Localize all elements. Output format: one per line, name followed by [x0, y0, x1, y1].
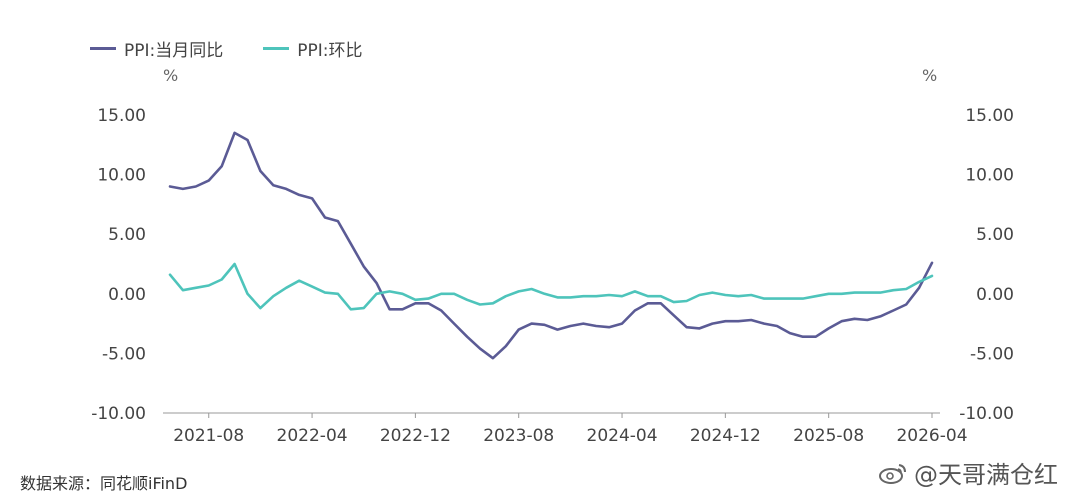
y-right-tick-label: 5.00: [976, 225, 1014, 245]
legend-item-mom: PPI:环比: [263, 36, 363, 61]
y-left-tick-label: 5.00: [108, 225, 146, 245]
y-right-tick-label: -10.00: [959, 404, 1014, 424]
y-right-tick-label: 10.00: [965, 166, 1014, 186]
series-line-ppi-mom: [168, 262, 934, 311]
data-source: 数据来源：同花顺iFinD: [20, 474, 188, 493]
x-tick-label: 2024-04: [587, 426, 658, 446]
y-left-tick-label: -5.00: [102, 344, 146, 364]
y-left-tick-label: 15.00: [97, 106, 146, 126]
legend-label-yoy: PPI:当月同比: [124, 41, 224, 61]
y-left-tick-label: 0.00: [108, 285, 146, 305]
x-tick-label: 2024-12: [690, 426, 761, 446]
x-tick-label: 2022-04: [277, 426, 348, 446]
x-tick-label: 2023-08: [483, 426, 554, 446]
legend-item-yoy: PPI:当月同比: [90, 36, 223, 61]
y-right-tick-label: 0.00: [976, 285, 1014, 305]
weibo-icon: [879, 463, 906, 484]
y-left-tick-label: -10.00: [91, 404, 146, 424]
y-right-tick-label: -5.00: [970, 344, 1014, 364]
watermark: @天哥满仓红: [878, 455, 1058, 490]
legend: PPI:当月同比 PPI:环比: [90, 36, 363, 61]
x-tick-label: 2021-08: [173, 426, 244, 446]
watermark-text: @天哥满仓红: [914, 461, 1058, 489]
x-tick-label: 2026-04: [896, 426, 967, 446]
x-tick-label: 2022-12: [380, 426, 451, 446]
legend-swatch-mom: [263, 47, 290, 50]
x-tick-label: 2025-08: [793, 426, 864, 446]
y-left-tick-label: 10.00: [97, 166, 146, 186]
legend-swatch-yoy: [90, 47, 116, 50]
legend-label-mom: PPI:环比: [297, 41, 363, 61]
y-right-tick-label: 15.00: [965, 106, 1014, 126]
left-axis-unit: %: [163, 66, 179, 85]
right-axis-unit: %: [922, 66, 938, 85]
series-line-ppi-yoy: [168, 131, 934, 360]
